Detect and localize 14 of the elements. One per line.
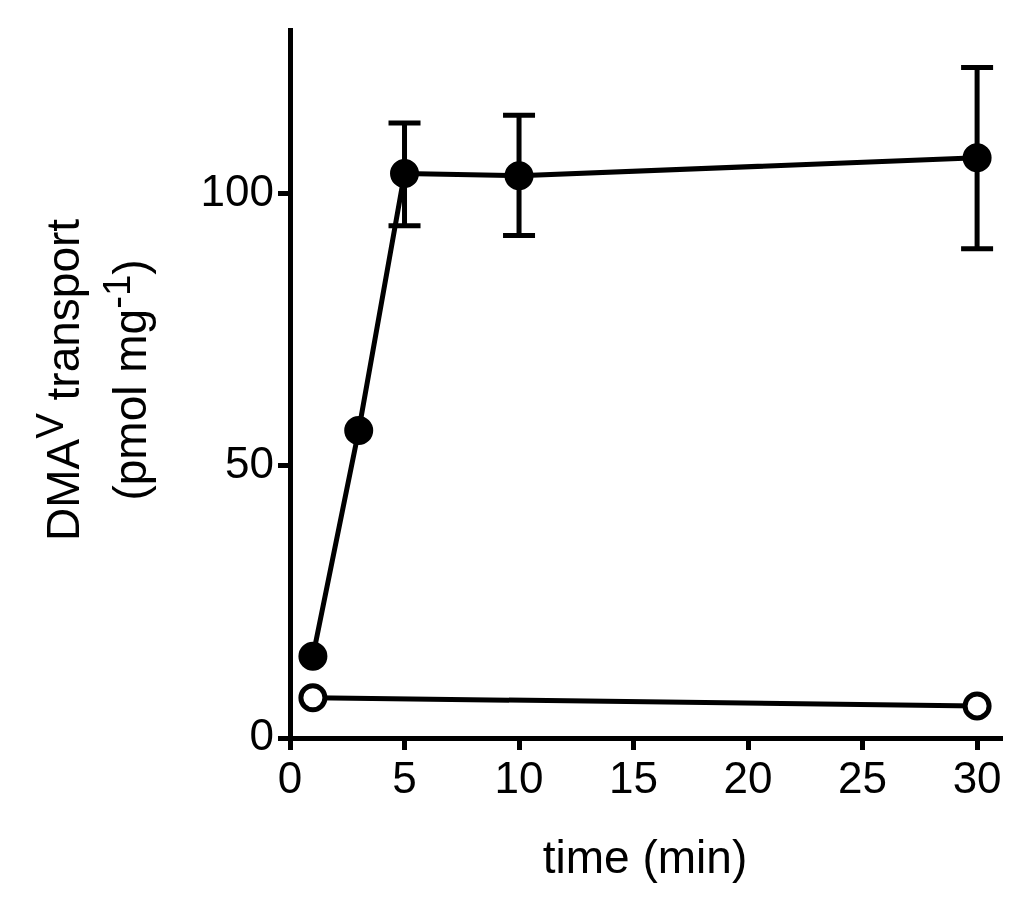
x-tick-label: 25: [838, 752, 888, 802]
point: [298, 683, 328, 713]
y-tick-label: 0: [249, 710, 274, 760]
point: [298, 641, 328, 671]
point: [344, 415, 374, 445]
x-tick-label: 30: [952, 752, 1002, 802]
x-tick-label: 10: [494, 752, 544, 802]
y-tick-label: 50: [225, 437, 274, 487]
x-tick-label: 5: [392, 752, 417, 802]
y-tick-label: 100: [200, 165, 274, 215]
x-tick-label: 20: [723, 752, 773, 802]
x-axis-title: time (min): [541, 830, 749, 884]
x-tick-label: 15: [609, 752, 659, 802]
point: [962, 691, 992, 721]
